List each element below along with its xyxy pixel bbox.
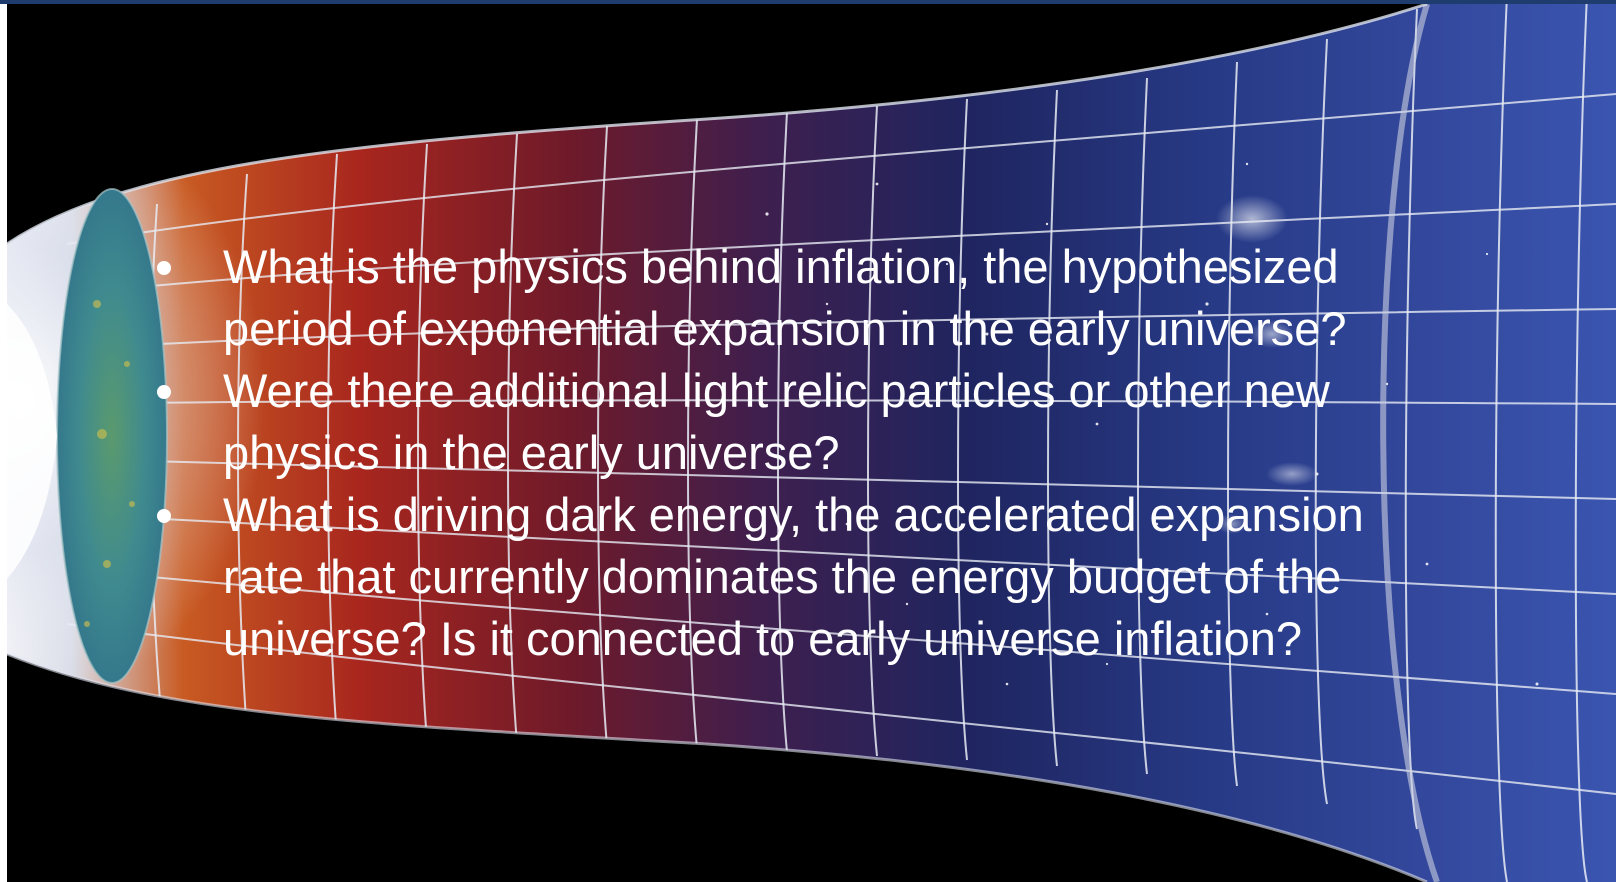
bullet-text-line: Were there additional light relic partic… [223,364,1330,417]
left-border-strip [0,4,7,882]
bullet-text-line: universe? Is it connected to early unive… [223,612,1303,665]
universe-expansion-illustration [7,4,1616,882]
bullet-text-line: What is driving dark energy, the acceler… [223,488,1364,541]
bullet-icon [157,509,171,523]
list-item: What is driving dark energy, the acceler… [155,484,1505,670]
bullet-icon [157,261,171,275]
bullet-icon [157,385,171,399]
bullet-text-line: What is the physics behind inflation, th… [223,240,1339,293]
bullet-text-line: physics in the early universe? [223,426,840,479]
slide-canvas: What is the physics behind inflation, th… [7,4,1616,882]
cmb-disk-icon [57,189,167,683]
bullet-text-line: period of exponential expansion in the e… [223,302,1347,355]
list-item: Were there additional light relic partic… [155,360,1505,484]
list-item: What is the physics behind inflation, th… [155,236,1505,360]
bullet-text-line: rate that currently dominates the energy… [223,550,1342,603]
top-border-strip [0,0,1616,4]
question-list: What is the physics behind inflation, th… [155,236,1505,670]
